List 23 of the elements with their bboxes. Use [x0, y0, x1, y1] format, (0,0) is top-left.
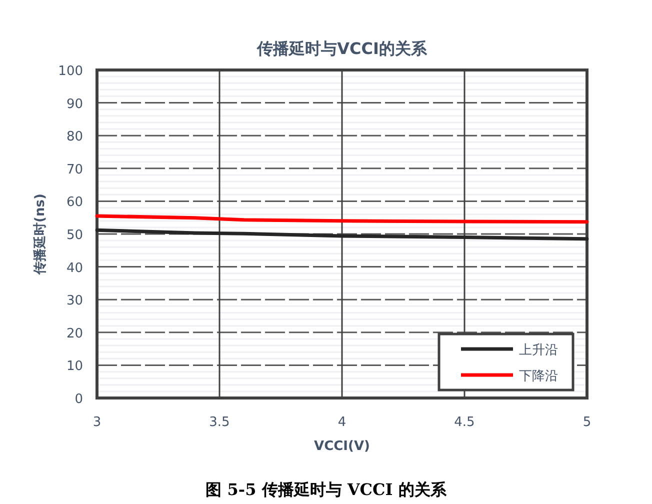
y-tick-label: 20 — [66, 326, 83, 342]
y-tick-label: 100 — [58, 64, 83, 79]
y-tick-label: 80 — [66, 130, 83, 145]
x-tick-label: 3.5 — [209, 415, 230, 430]
y-tick-label: 40 — [66, 260, 83, 276]
legend-label: 上升沿 — [519, 343, 558, 358]
x-tick-label: 4.5 — [454, 415, 475, 430]
y-tick-label: 60 — [66, 195, 83, 210]
y-axis-title: 传播延时(ns) — [33, 194, 48, 276]
y-tick-label: 90 — [66, 96, 83, 112]
y-tick-label: 70 — [66, 162, 83, 178]
y-tick-label: 10 — [66, 359, 83, 374]
caption: 图 5-5 传播延时与 VCCI 的关系 — [206, 480, 448, 499]
y-tick-label: 50 — [66, 228, 83, 243]
x-tick-label: 4 — [338, 415, 346, 430]
chart-title: 传播延时与VCCI的关系 — [256, 39, 428, 58]
x-tick-label: 3 — [92, 415, 102, 430]
line-series — [95, 228, 589, 241]
y-tick-label: 0 — [74, 392, 83, 407]
y-tick-label: 30 — [66, 294, 83, 309]
legend-label: 下降沿 — [519, 369, 558, 384]
x-axis-title: VCCI(V) — [314, 439, 370, 454]
x-tick-label: 5 — [582, 415, 592, 430]
